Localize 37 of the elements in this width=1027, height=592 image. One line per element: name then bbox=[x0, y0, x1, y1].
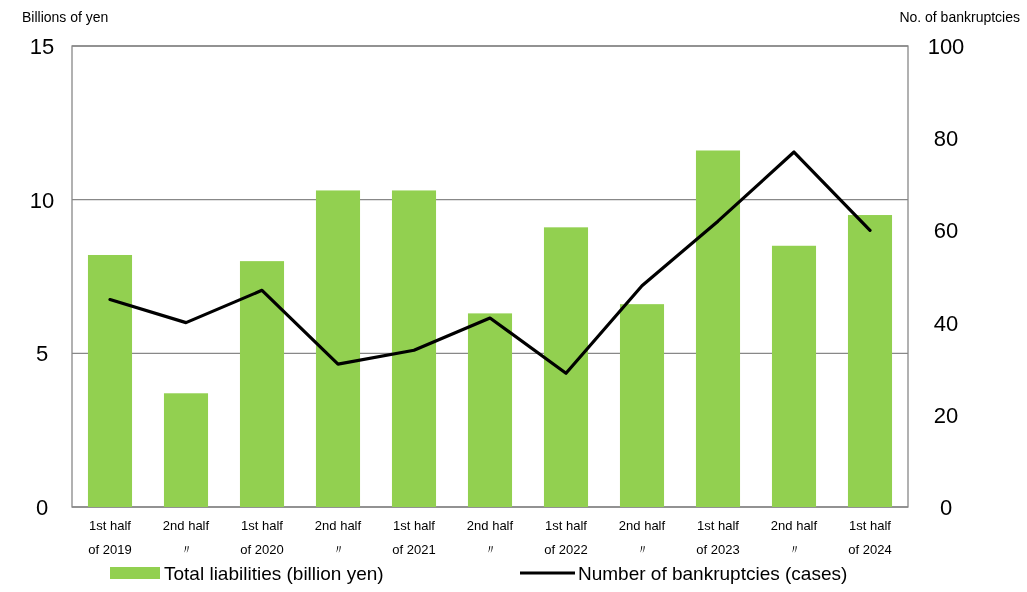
y2-tick-label: 100 bbox=[927, 34, 965, 59]
bar bbox=[239, 261, 285, 507]
x-tick-label: 2nd half 〃 bbox=[466, 518, 514, 557]
bar bbox=[619, 304, 665, 507]
bar bbox=[543, 227, 589, 507]
x-tick-label: 2nd half 〃 bbox=[770, 518, 818, 557]
bar bbox=[847, 215, 893, 507]
x-tick-label: 2nd half 〃 bbox=[162, 518, 210, 557]
x-tick-label: 1st half of 2023 bbox=[696, 518, 740, 557]
bar bbox=[391, 190, 437, 507]
y2-tick-label: 40 bbox=[933, 310, 959, 336]
bar bbox=[315, 190, 361, 507]
bar bbox=[87, 254, 133, 507]
x-tick-label: 2nd half 〃 bbox=[618, 518, 666, 557]
y2-tick-label: 60 bbox=[933, 218, 959, 244]
x-tick-label: 2nd half 〃 bbox=[314, 518, 362, 557]
y2-tick-label: 80 bbox=[933, 126, 959, 152]
y-tick-label: 0 bbox=[35, 495, 49, 520]
bar bbox=[163, 393, 209, 507]
bar bbox=[467, 313, 513, 507]
y-tick-label: 5 bbox=[35, 341, 49, 367]
x-tick-label: 1st half of 2020 bbox=[240, 518, 284, 557]
y2-tick-label: 0 bbox=[939, 495, 953, 520]
bar bbox=[695, 150, 741, 507]
y2-tick-label: 20 bbox=[933, 402, 959, 428]
legend-label: Total liabilities (billion yen) bbox=[164, 563, 384, 584]
x-tick-label: 1st half of 2022 bbox=[544, 518, 588, 557]
y-tick-label: 10 bbox=[29, 187, 55, 213]
legend-label: Number of bankruptcies (cases) bbox=[578, 563, 848, 584]
line-series bbox=[108, 150, 872, 375]
bar bbox=[771, 245, 817, 507]
x-tick-label: 1st half of 2024 bbox=[848, 518, 892, 557]
x-tick-label: 1st half of 2019 bbox=[88, 518, 132, 557]
x-tick-label: 1st half of 2021 bbox=[392, 518, 436, 557]
y-tick-label: 15 bbox=[29, 34, 55, 59]
y-axis-title: Billions of yen bbox=[22, 9, 109, 25]
y2-axis-title: No. of bankruptcies bbox=[899, 9, 1020, 25]
